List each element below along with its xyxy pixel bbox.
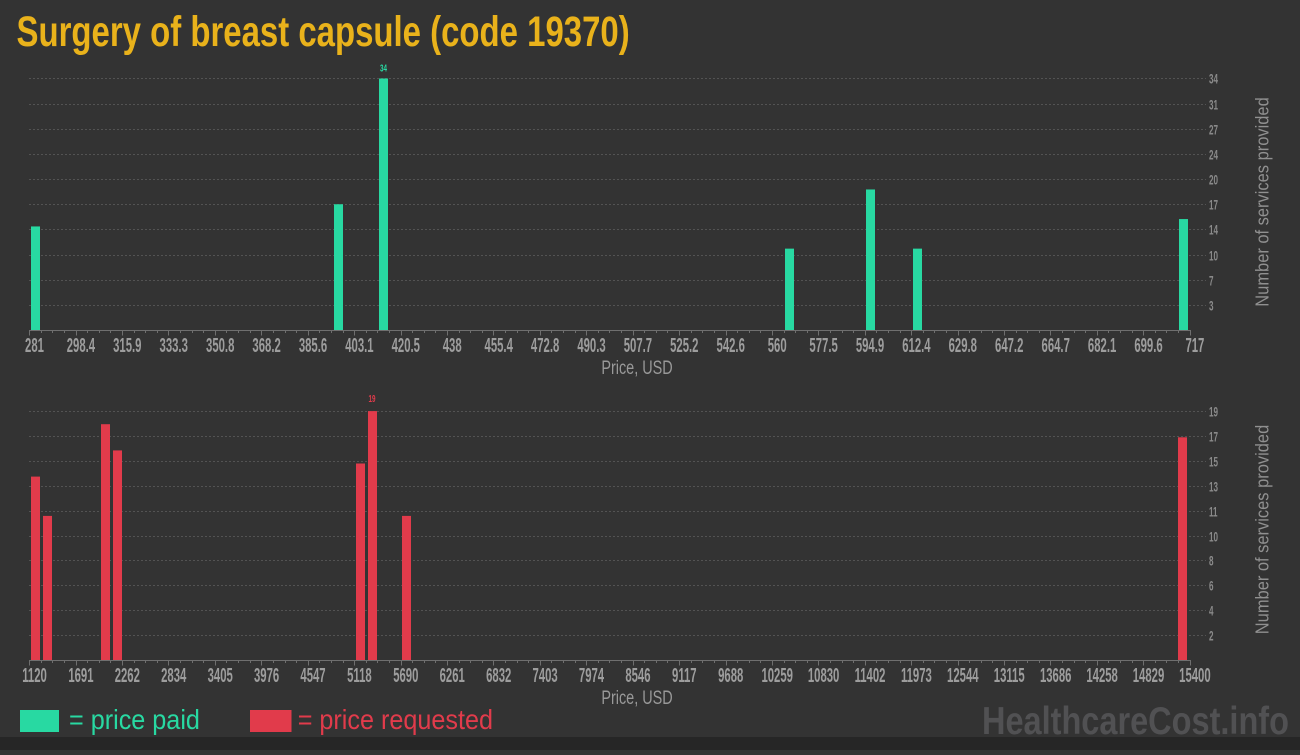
svg-text:8546: 8546 [625,664,650,688]
svg-text:420.5: 420.5 [392,334,420,358]
svg-text:15: 15 [1209,456,1218,471]
svg-text:7: 7 [1209,275,1214,290]
svg-text:19: 19 [1209,406,1218,421]
svg-text:6832: 6832 [486,664,511,688]
svg-text:682.1: 682.1 [1088,334,1116,358]
svg-text:= price requested: = price requested [298,704,493,736]
svg-text:10: 10 [1209,250,1218,265]
svg-text:1120: 1120 [22,664,47,688]
svg-text:6261: 6261 [440,664,465,688]
svg-text:4547: 4547 [300,664,325,688]
svg-text:438: 438 [443,334,462,358]
svg-text:14: 14 [1209,224,1219,239]
svg-text:24: 24 [1209,149,1219,164]
svg-text:34: 34 [380,62,387,74]
svg-text:1691: 1691 [68,664,93,688]
svg-text:11973: 11973 [901,664,932,688]
svg-text:13115: 13115 [994,664,1025,688]
svg-text:403.1: 403.1 [345,334,373,358]
svg-text:Number of services provided: Number of services provided [1252,97,1273,306]
svg-text:7403: 7403 [533,664,558,688]
svg-text:629.8: 629.8 [949,334,977,358]
svg-text:281: 281 [25,334,44,358]
svg-text:9117: 9117 [672,664,697,688]
svg-text:Number of services provided: Number of services provided [1252,425,1273,634]
svg-text:298.4: 298.4 [67,334,96,358]
svg-text:5690: 5690 [393,664,418,688]
svg-text:577.5: 577.5 [809,334,837,358]
svg-text:3976: 3976 [254,664,279,688]
svg-text:9688: 9688 [718,664,743,688]
svg-text:525.2: 525.2 [670,334,698,358]
svg-text:12544: 12544 [947,664,979,688]
svg-text:31: 31 [1209,99,1218,114]
svg-text:333.3: 333.3 [160,334,188,358]
svg-text:17: 17 [1209,431,1218,446]
svg-text:560: 560 [768,334,787,358]
svg-text:490.3: 490.3 [577,334,605,358]
svg-text:542.6: 542.6 [717,334,745,358]
svg-text:7974: 7974 [579,664,605,688]
svg-text:14829: 14829 [1133,664,1164,688]
svg-text:315.9: 315.9 [113,334,141,358]
svg-text:5118: 5118 [347,664,372,688]
svg-text:13: 13 [1209,481,1218,496]
svg-text:34: 34 [1209,73,1219,88]
svg-text:27: 27 [1209,124,1218,139]
svg-text:717: 717 [1185,334,1204,358]
svg-text:3405: 3405 [208,664,233,688]
svg-text:664.7: 664.7 [1042,334,1070,358]
svg-text:507.7: 507.7 [624,334,652,358]
svg-text:455.4: 455.4 [485,334,514,358]
svg-text:10259: 10259 [761,664,792,688]
svg-text:472.8: 472.8 [531,334,559,358]
svg-text:Price, USD: Price, USD [601,357,672,378]
svg-text:20: 20 [1209,174,1218,189]
svg-text:11402: 11402 [855,664,886,688]
svg-text:699.6: 699.6 [1134,334,1162,358]
svg-text:Surgery of breast capsule (cod: Surgery of breast capsule (code 19370) [17,9,630,56]
svg-text:13686: 13686 [1040,664,1071,688]
svg-text:15400: 15400 [1179,664,1210,688]
svg-text:Price, USD: Price, USD [601,687,672,708]
svg-text:11: 11 [1209,506,1218,521]
svg-text:HealthcareCost.info: HealthcareCost.info [982,699,1289,742]
svg-text:3: 3 [1209,300,1214,315]
svg-text:385.6: 385.6 [299,334,327,358]
svg-text:612.4: 612.4 [902,334,931,358]
svg-text:6: 6 [1209,580,1214,595]
svg-text:647.2: 647.2 [995,334,1023,358]
svg-text:10: 10 [1209,531,1218,546]
svg-text:350.8: 350.8 [206,334,234,358]
svg-text:19: 19 [368,392,375,404]
svg-text:2834: 2834 [161,664,187,688]
svg-text:2: 2 [1209,630,1214,645]
svg-text:594.9: 594.9 [856,334,884,358]
svg-text:10830: 10830 [808,664,839,688]
svg-text:= price paid: = price paid [69,704,200,736]
svg-text:368.2: 368.2 [252,334,280,358]
svg-text:14258: 14258 [1086,664,1117,688]
svg-text:17: 17 [1209,199,1218,214]
svg-text:4: 4 [1209,605,1214,620]
svg-text:8: 8 [1209,555,1214,570]
svg-text:2262: 2262 [115,664,140,688]
